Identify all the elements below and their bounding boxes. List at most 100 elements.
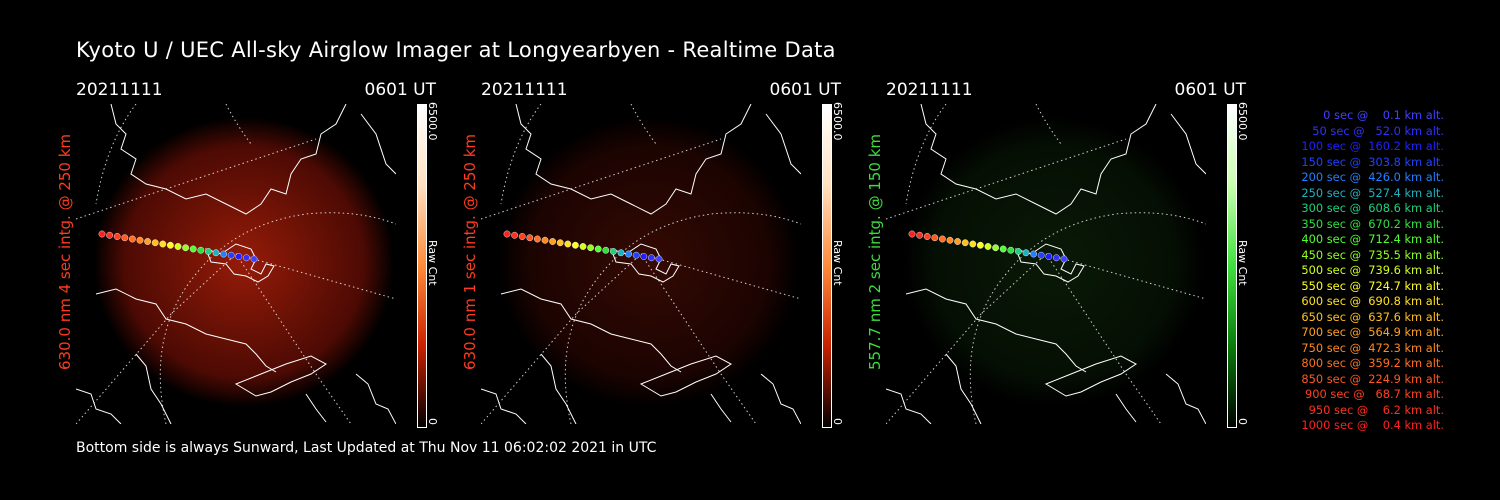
legend-entry: 950 sec @ 6.2 km alt. [1308,402,1444,417]
coastline [760,373,801,424]
legend-entry: 150 sec @ 303.8 km alt. [1301,154,1444,169]
trajectory-point [541,236,549,244]
trajectory-point [617,249,625,257]
allsky-map [481,104,801,424]
trajectory-point [609,248,617,255]
trajectory-point [250,255,258,263]
legend-entry: 500 sec @ 739.6 km alt. [1301,263,1444,277]
trajectory-point [655,255,663,263]
coastline [515,104,752,215]
panel-time: 0601 UT [769,80,842,100]
trajectory-point [174,243,182,250]
panel-date: 20211111 [886,80,973,100]
coastline [1115,393,1137,423]
colorbar-max: 6500.0 [426,102,439,141]
trajectory-point [242,254,250,262]
trajectory-point [144,238,152,245]
trajectory-point [1022,249,1030,257]
grid-line [76,138,317,220]
coastline [610,243,680,283]
colorbar-max: 6500.0 [1236,102,1249,141]
panel-axis-label: 630.0 nm 1 sec intg. @ 250 km [461,133,479,370]
grid-line [235,253,396,300]
trajectory-point [999,245,1007,253]
legend-entry: 900 sec @ 68.7 km alt. [1305,387,1444,401]
coastline [945,353,982,424]
trajectory-point [602,246,610,254]
trajectory-point [1014,248,1022,255]
trajectory-point [556,239,564,247]
trajectory-point [106,231,113,239]
colorbar [1227,104,1237,428]
grid-line [225,104,252,145]
grid-line [630,104,657,145]
colorbar-unit: Raw Cnt [831,240,844,286]
trajectory-point [121,234,129,242]
legend-entry: 850 sec @ 224.9 km alt. [1301,371,1444,386]
grid-line [1035,104,1062,145]
grid-line [640,253,757,424]
trajectory-point [640,253,648,260]
coastline [234,355,327,397]
coastline [886,388,932,424]
grid-line [886,138,1127,220]
trajectory-point [977,241,984,249]
trajectory-point [159,240,167,248]
legend-entry: 800 sec @ 359.2 km alt. [1301,356,1444,370]
colorbar [417,104,427,428]
trajectory-point [503,230,511,238]
grid-line [76,253,237,424]
legend-entry: 400 sec @ 712.4 km alt. [1301,232,1444,246]
legend-entry: 700 sec @ 564.9 km alt. [1301,325,1444,339]
trajectory-point [534,235,541,243]
trajectory-point [564,240,572,248]
colorbar-unit: Raw Cnt [426,240,439,286]
trajectory-point [916,231,923,239]
trajectory-point [632,251,640,259]
trajectory-point [946,236,954,244]
coastline [540,353,577,424]
trajectory-point [1045,253,1053,260]
grid-line [640,253,801,300]
legend-entry: 200 sec @ 426.0 km alt. [1301,170,1444,184]
trajectory-point [992,244,1000,252]
trajectory-point [939,235,946,243]
grid-line [1045,253,1162,424]
trajectory-point [204,248,212,255]
trajectory-point [220,250,228,258]
airglow-disc [499,117,799,407]
panel-axis-label: 557.7 nm 2 sec intg. @ 150 km [866,133,884,370]
trajectory-point [235,253,243,260]
trajectory-point [136,236,144,244]
coastline [500,288,682,373]
legend-entry: 250 sec @ 527.4 km alt. [1301,185,1444,200]
trajectory-point [961,239,969,247]
panel-time: 0601 UT [364,80,437,100]
legend-entry: 50 sec @ 52.0 km alt. [1312,123,1444,138]
trajectory-point [1037,251,1045,259]
trajectory-point [1052,254,1060,262]
legend-entry: 600 sec @ 690.8 km alt. [1301,294,1444,308]
trajectory-point [113,233,121,240]
grid-line [235,253,352,424]
coastline [765,113,801,175]
trajectory-point [151,239,159,247]
coastline [1165,373,1206,424]
trajectory-point [189,245,197,253]
coastline [639,355,732,397]
trajectory-point [954,238,962,245]
image-panel-3: 20211111 0601 UT 6500.0 Raw Cnt 0 [886,80,1249,430]
trajectory-point [931,234,939,242]
coastline [76,388,122,424]
trajectory-point [647,254,655,262]
footer-status: Bottom side is always Sunward, Last Upda… [76,440,657,456]
trajectory-point [625,250,633,258]
trajectory-point [518,233,526,240]
grid-line [886,253,1047,424]
colorbar-min: 0 [426,418,439,425]
trajectory-point [969,240,977,248]
coastline [135,353,172,424]
trajectory-point [98,230,106,238]
coastline [355,373,396,424]
coastline [1015,243,1085,283]
